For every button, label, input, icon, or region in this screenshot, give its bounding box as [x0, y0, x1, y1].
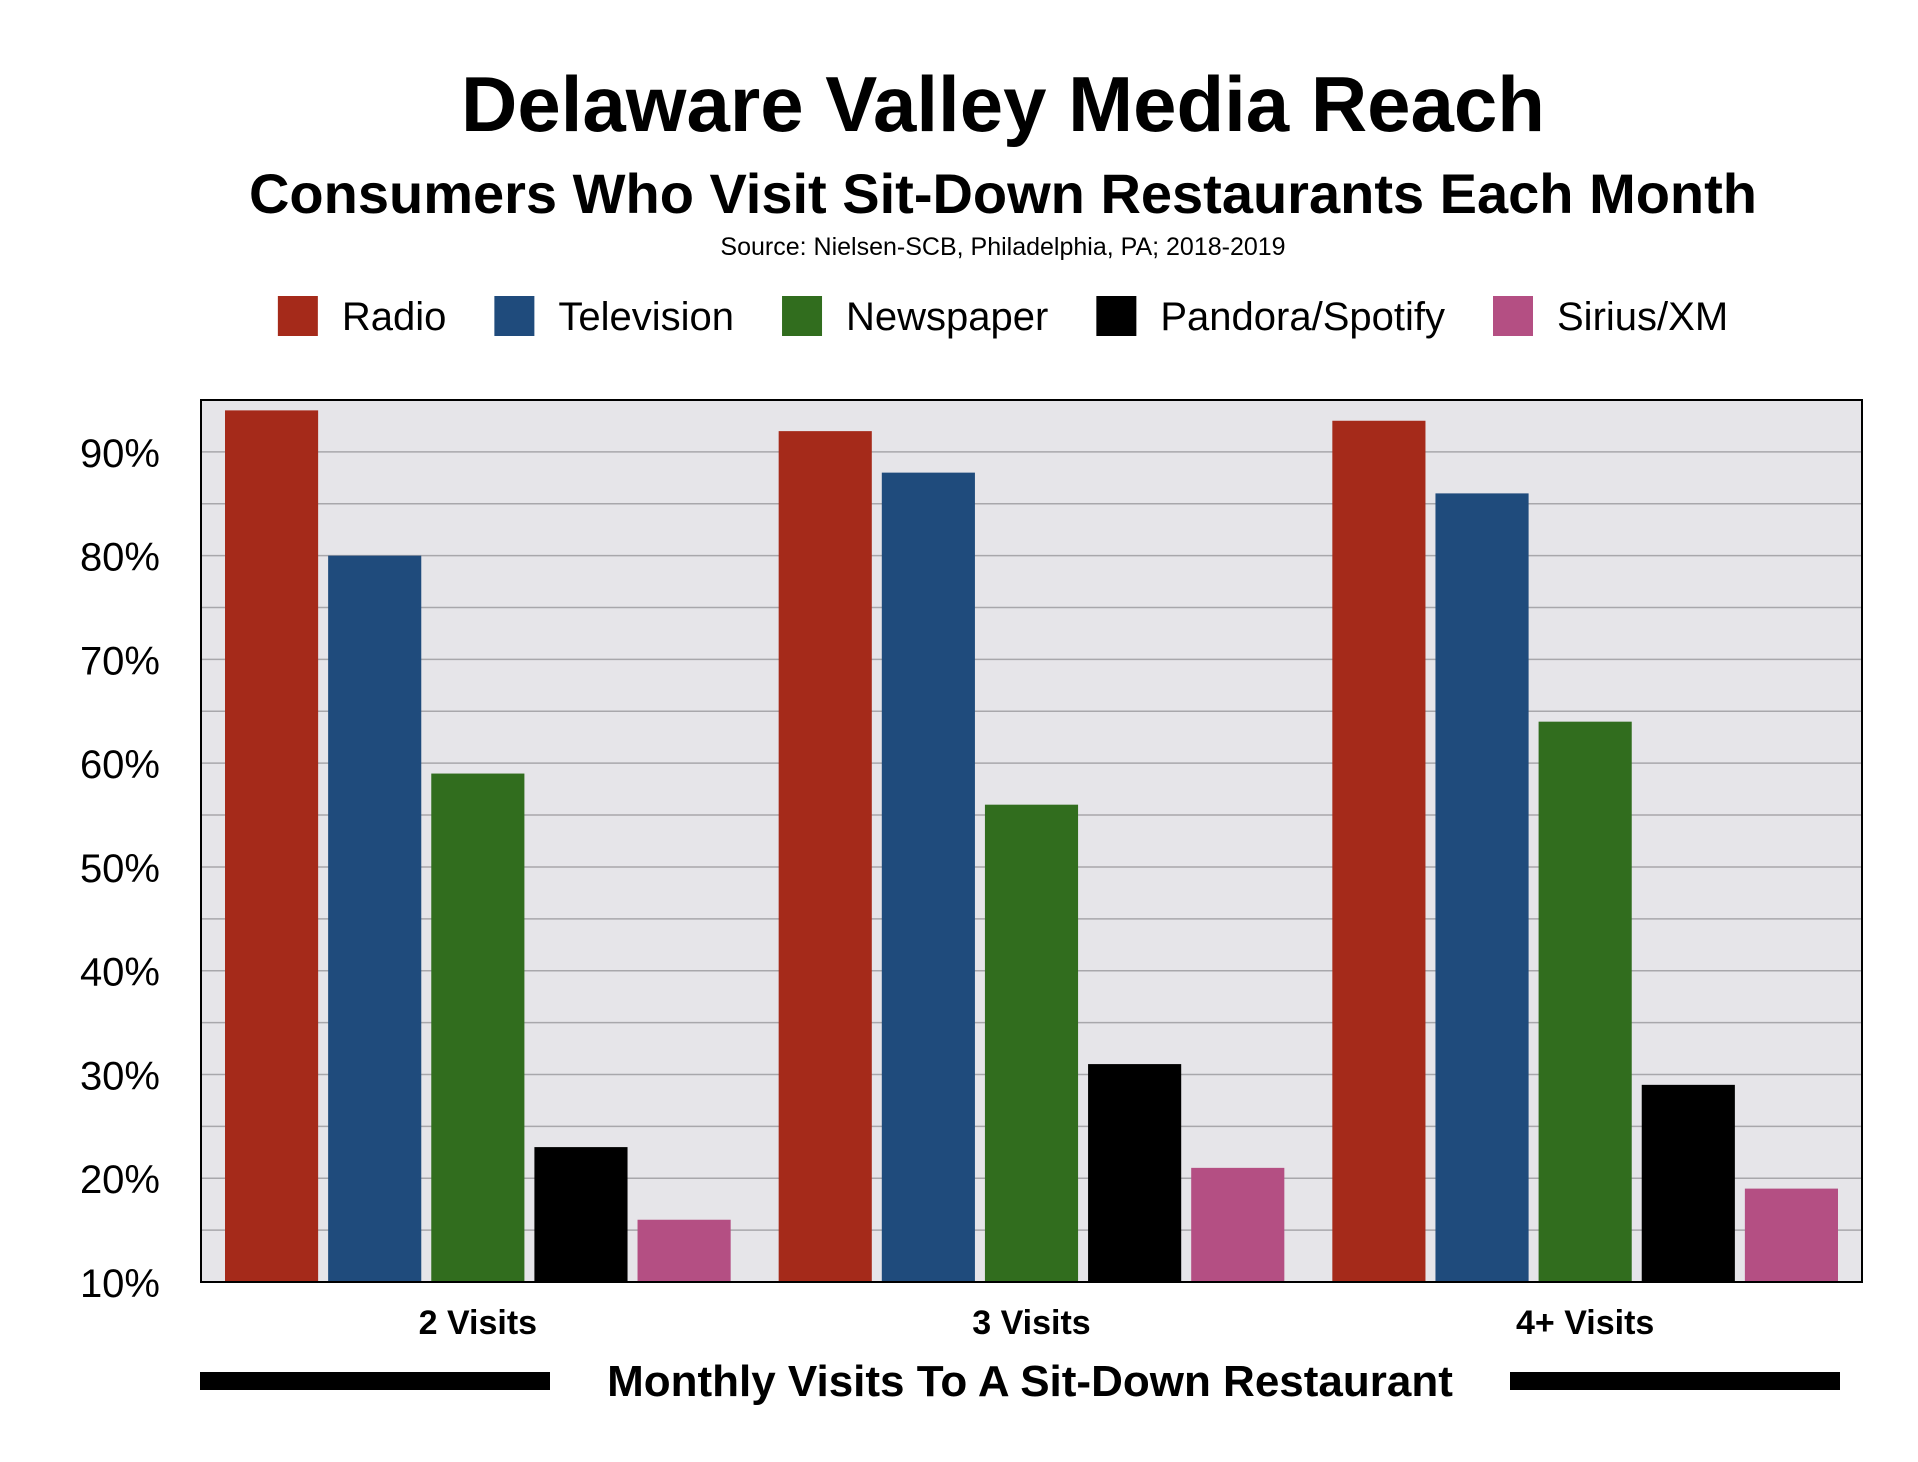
legend-label: Pandora/Spotify — [1160, 295, 1445, 339]
legend-swatch — [277, 296, 318, 336]
x-category-label: 4+ Visits — [1516, 1304, 1654, 1342]
y-tick-label: 90% — [80, 432, 160, 476]
bar-radio — [778, 431, 872, 1283]
plot-frame — [200, 399, 1863, 1283]
x-axis-title: Monthly Visits To A Sit-Down Restaurant — [607, 1357, 1453, 1406]
plot-area — [200, 399, 1863, 1283]
legend-item: Newspaper — [782, 295, 1048, 339]
bar-newspaper — [984, 804, 1079, 1282]
legend-label: Television — [558, 295, 734, 339]
bar-newspaper — [1538, 721, 1632, 1282]
legend-label: Newspaper — [846, 295, 1048, 339]
legend-label: Radio — [342, 295, 447, 339]
legend-item: Television — [494, 295, 734, 339]
y-tick-label: 70% — [80, 639, 160, 683]
y-tick-label: 50% — [80, 847, 160, 891]
bar-television — [881, 472, 975, 1283]
bar-sirius-xm — [1744, 1188, 1838, 1282]
legend-label: Sirius/XM — [1557, 295, 1728, 339]
legend-swatch — [494, 296, 535, 336]
bar-radio — [1332, 420, 1426, 1282]
legend-swatch — [782, 296, 823, 336]
bar-pandora-spotify — [1641, 1084, 1735, 1282]
legend: Radio Television Newspaper Pandora/Spotify S… — [277, 295, 1728, 339]
x-axis-title-knockout — [593, 1366, 1468, 1396]
y-axis: 10% 20% 30% 40% 50% 60% 70% 80% 90% — [80, 432, 160, 1306]
bar-sirius-xm — [637, 1219, 731, 1282]
bars — [225, 410, 1838, 1283]
legend-item: Sirius/XM — [1493, 295, 1728, 339]
bar-sirius-xm — [1191, 1167, 1285, 1282]
y-tick-label: 60% — [80, 743, 160, 787]
bar-newspaper — [431, 773, 525, 1282]
x-axis-title-rule-left — [200, 1372, 550, 1390]
chart-subtitle: Consumers Who Visit Sit-Down Restaurants… — [249, 162, 1757, 225]
legend-item: Pandora/Spotify — [1096, 295, 1445, 339]
bar-radio — [225, 410, 319, 1282]
bar-television — [328, 555, 422, 1282]
y-tick-label: 80% — [80, 536, 160, 580]
chart-title: Delaware Valley Media Reach — [461, 60, 1545, 148]
y-tick-label: 40% — [80, 951, 160, 995]
x-axis-title-rule-right — [1510, 1372, 1840, 1390]
bar-pandora-spotify — [534, 1147, 628, 1282]
legend-item: Radio — [277, 295, 447, 339]
y-tick-label: 30% — [80, 1054, 160, 1098]
x-axis: 2 Visits 3 Visits 4+ Visits — [419, 1304, 1655, 1342]
y-tick-label: 10% — [80, 1262, 160, 1306]
x-axis-title-group: Monthly Visits To A Sit-Down Restaurant — [200, 1357, 1840, 1406]
chart-source: Source: Nielsen-SCB, Philadelphia, PA; 2… — [720, 233, 1285, 261]
legend-swatch — [1096, 296, 1137, 336]
bar-pandora-spotify — [1088, 1064, 1182, 1282]
legend-swatch — [1493, 296, 1533, 336]
y-tick-label: 20% — [80, 1158, 160, 1202]
bar-television — [1435, 493, 1529, 1282]
x-category-label: 3 Visits — [972, 1304, 1090, 1342]
x-category-label: 2 Visits — [419, 1304, 537, 1342]
